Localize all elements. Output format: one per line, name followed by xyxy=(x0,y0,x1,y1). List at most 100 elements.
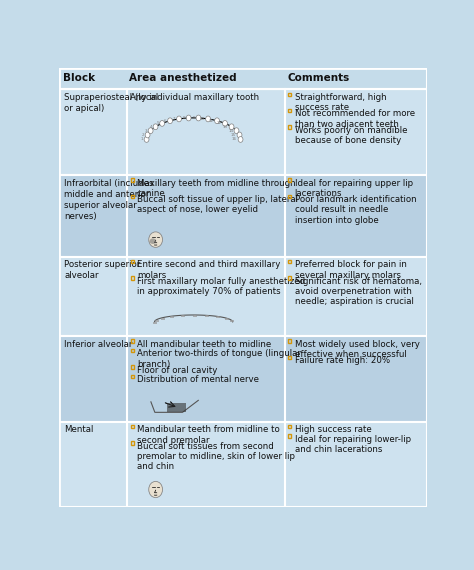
Text: 9: 9 xyxy=(192,116,195,120)
Circle shape xyxy=(153,124,158,129)
Text: Not recommended for more
than two adjacent teeth: Not recommended for more than two adjace… xyxy=(295,109,415,129)
Text: Supraperiosteal (local
or apical): Supraperiosteal (local or apical) xyxy=(64,93,158,113)
Bar xyxy=(155,320,158,321)
Text: 12: 12 xyxy=(217,121,222,125)
Text: Entire second and third maxillary
molars: Entire second and third maxillary molars xyxy=(137,260,280,279)
Text: 6: 6 xyxy=(164,119,167,123)
Text: Failure rate high: 20%: Failure rate high: 20% xyxy=(295,356,390,365)
Text: First maxillary molar fully anesthetized
in approximately 70% of patients: First maxillary molar fully anesthetized… xyxy=(137,276,305,296)
Text: Poor landmark identification
could result in needle
insertion into globe: Poor landmark identification could resul… xyxy=(295,195,416,225)
Bar xyxy=(216,316,219,317)
Circle shape xyxy=(168,118,173,124)
Bar xyxy=(225,318,228,319)
Bar xyxy=(289,276,292,280)
Bar xyxy=(59,68,427,89)
Text: Mandibular teeth from midline to
second premolar: Mandibular teeth from midline to second … xyxy=(137,425,280,445)
Text: 5: 5 xyxy=(156,121,159,125)
Text: Mental: Mental xyxy=(64,425,93,434)
Bar xyxy=(193,315,196,316)
Text: 13: 13 xyxy=(223,125,228,129)
Text: Ideal for repairing upper lip
lacerations: Ideal for repairing upper lip laceration… xyxy=(295,178,413,198)
Circle shape xyxy=(196,115,201,121)
Text: Inferior alveolar: Inferior alveolar xyxy=(64,340,132,349)
Bar xyxy=(170,316,173,317)
Circle shape xyxy=(145,132,150,138)
Text: Infraorbital (includes
middle and anterior
superior alveolar
nerves): Infraorbital (includes middle and anteri… xyxy=(64,178,154,221)
Bar xyxy=(131,441,134,445)
Text: Any individual maxillary tooth: Any individual maxillary tooth xyxy=(130,93,259,102)
Ellipse shape xyxy=(150,238,156,244)
Bar xyxy=(131,425,134,428)
Bar xyxy=(131,260,134,263)
Circle shape xyxy=(186,115,191,121)
Text: Works poorly on mandible
because of bone density: Works poorly on mandible because of bone… xyxy=(295,126,407,145)
Bar xyxy=(289,434,292,438)
Circle shape xyxy=(238,137,243,142)
Bar xyxy=(289,125,292,129)
Text: Floor of oral cavity: Floor of oral cavity xyxy=(137,366,217,374)
Text: Ideal for repairing lower-lip
and chin lacerations: Ideal for repairing lower-lip and chin l… xyxy=(295,435,411,454)
Text: 7: 7 xyxy=(173,117,176,121)
Text: 14: 14 xyxy=(228,129,233,133)
Bar xyxy=(167,404,186,412)
Text: Posterior superior
alveolar: Posterior superior alveolar xyxy=(64,260,140,280)
Circle shape xyxy=(144,137,149,142)
Circle shape xyxy=(148,128,153,133)
Bar xyxy=(289,356,292,359)
Text: 11: 11 xyxy=(209,119,214,123)
Text: Straightforward, high
success rate: Straightforward, high success rate xyxy=(295,93,386,112)
Text: Preferred block for pain in
several maxillary molars: Preferred block for pain in several maxi… xyxy=(295,260,407,279)
Bar xyxy=(230,320,233,321)
Circle shape xyxy=(223,120,228,127)
Text: Buccal soft tissue of upper lip, lateral
aspect of nose, lower eyelid: Buccal soft tissue of upper lip, lateral… xyxy=(137,195,298,214)
Bar xyxy=(289,92,292,96)
Circle shape xyxy=(177,116,182,122)
Circle shape xyxy=(160,120,164,127)
Bar xyxy=(131,349,134,352)
Bar xyxy=(289,425,292,428)
Ellipse shape xyxy=(149,482,163,498)
Text: Distribution of mental nerve: Distribution of mental nerve xyxy=(137,376,259,384)
Text: Significant risk of hematoma,
avoid overpenetration with
needle; aspiration is c: Significant risk of hematoma, avoid over… xyxy=(295,276,422,306)
Bar xyxy=(131,194,134,198)
Bar xyxy=(161,317,164,319)
Text: 2: 2 xyxy=(142,133,144,137)
Bar xyxy=(131,178,134,182)
Text: Comments: Comments xyxy=(287,73,349,83)
Bar xyxy=(59,89,427,175)
Circle shape xyxy=(234,128,239,133)
Text: 10: 10 xyxy=(200,117,205,121)
Circle shape xyxy=(215,118,219,124)
Text: 15: 15 xyxy=(231,133,236,137)
Bar xyxy=(131,375,134,378)
Text: Most widely used block, very
effective when successful: Most widely used block, very effective w… xyxy=(295,340,419,359)
Text: All mandibular teeth to midline: All mandibular teeth to midline xyxy=(137,340,271,349)
Text: Block: Block xyxy=(63,73,95,83)
Ellipse shape xyxy=(149,232,163,247)
Bar xyxy=(289,109,292,112)
Text: Maxillary teeth from midline through
canine: Maxillary teeth from midline through can… xyxy=(137,178,295,198)
Bar xyxy=(289,194,292,198)
Bar xyxy=(205,315,209,316)
Bar xyxy=(131,365,134,369)
Bar xyxy=(153,322,156,323)
Text: 16: 16 xyxy=(232,137,237,141)
Circle shape xyxy=(206,116,210,122)
Circle shape xyxy=(237,132,242,138)
Bar xyxy=(131,339,134,343)
Bar xyxy=(59,175,427,256)
Bar xyxy=(289,339,292,343)
Bar xyxy=(59,256,427,336)
Bar xyxy=(289,260,292,263)
Circle shape xyxy=(229,124,234,129)
Bar xyxy=(289,178,292,182)
Text: Area anesthetized: Area anesthetized xyxy=(129,73,237,83)
Text: 3: 3 xyxy=(145,129,147,133)
Text: Buccal soft tissues from second
premolar to midline, skin of lower lip
and chin: Buccal soft tissues from second premolar… xyxy=(137,442,295,471)
Text: Anterior two-thirds of tongue (lingular
branch): Anterior two-thirds of tongue (lingular … xyxy=(137,349,301,369)
Text: 8: 8 xyxy=(182,116,185,120)
Bar xyxy=(59,336,427,422)
Text: High success rate: High success rate xyxy=(295,425,372,434)
Text: 4: 4 xyxy=(150,125,152,129)
Bar xyxy=(131,276,134,280)
